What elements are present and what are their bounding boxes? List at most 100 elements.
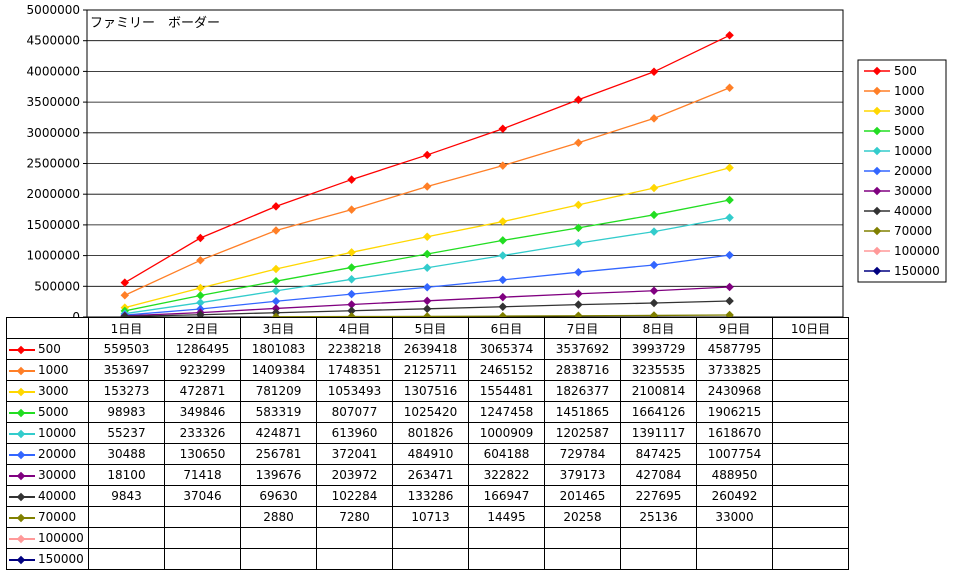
table-cell: 1053493	[316, 380, 393, 402]
table-cell	[468, 548, 545, 570]
y-tick-label: 5000000	[27, 3, 80, 17]
series-key-icon	[9, 471, 35, 480]
data-point-3000	[271, 264, 281, 274]
table-row-header: 20000	[6, 443, 89, 465]
table-row: 30000 18100 71418 139676 203972 263471 322822 3…	[6, 464, 849, 486]
data-point-10000	[196, 298, 205, 307]
series-key-marker	[16, 471, 26, 480]
table-row-header: 1000	[6, 359, 89, 381]
data-point-1000	[422, 182, 432, 191]
table-cell: 322822	[468, 464, 545, 486]
y-tick-label: 0	[72, 310, 80, 318]
table-cell: 583319	[240, 401, 317, 423]
legend-label-500: 500	[894, 64, 917, 78]
data-point-5000	[422, 249, 432, 259]
table-cell: 2465152	[468, 359, 545, 381]
y-tick-label: 500000	[34, 279, 80, 293]
data-point-30000	[271, 304, 281, 313]
table-cell	[88, 527, 165, 549]
table-cell: 102284	[316, 485, 393, 507]
legend: 500 1000 3000 5000 10000 20000 30000 40000 70000…	[857, 59, 947, 283]
data-point-70000	[271, 312, 281, 318]
table-cell: 427084	[620, 464, 697, 486]
data-point-30000	[649, 286, 659, 296]
series-key-marker	[16, 408, 26, 417]
table-cell	[88, 506, 165, 528]
table-cell: 166947	[468, 485, 545, 507]
table-cell	[772, 527, 849, 549]
table-row: 150000	[6, 548, 849, 570]
table-cell: 613960	[316, 422, 393, 444]
table-cell: 1391117	[620, 422, 697, 444]
table-row-header: 70000	[6, 506, 89, 528]
data-point-30000	[498, 292, 508, 302]
data-point-1000	[498, 161, 508, 170]
table-cell: 7280	[316, 506, 393, 528]
data-point-5000	[271, 276, 281, 286]
table-cell	[772, 548, 849, 570]
data-point-40000	[574, 300, 583, 309]
table-row: 3000 153273 472871 781209 1053493 1307516 1554…	[6, 380, 849, 402]
data-point-10000	[422, 263, 432, 273]
data-point-40000	[120, 312, 130, 318]
series-key-marker	[16, 366, 26, 375]
table-cell: 488950	[696, 464, 773, 486]
table-cell: 2639418	[392, 338, 469, 360]
table-cell: 69630	[240, 485, 317, 507]
table-cell	[696, 548, 773, 570]
table-cell: 55237	[88, 422, 165, 444]
table-row-header: 30000	[6, 464, 89, 486]
data-point-3000	[422, 232, 432, 241]
table-cell	[240, 548, 317, 570]
table-row-label: 1000	[38, 363, 69, 377]
table-cell: 2125711	[392, 359, 469, 381]
table-cell: 260492	[696, 485, 773, 507]
table-cell: 349846	[164, 401, 241, 423]
table-cell	[772, 380, 849, 402]
table-row-header: 100000	[6, 527, 89, 549]
table-row-label: 20000	[38, 447, 77, 461]
table-row: 1000 353697 923299 1409384 1748351 2125711 246…	[6, 359, 849, 381]
table-cell	[772, 464, 849, 486]
data-point-5000	[347, 263, 356, 272]
table-cell	[392, 527, 469, 549]
table-cell	[620, 548, 697, 570]
table-row-label: 100000	[38, 531, 84, 545]
legend-label-30000: 30000	[894, 184, 932, 198]
table-cell: 139676	[240, 464, 317, 486]
table-cell	[772, 506, 849, 528]
table-cell: 559503	[88, 338, 165, 360]
table-cell	[468, 527, 545, 549]
table-cell	[696, 527, 773, 549]
category-header: 6日目	[468, 317, 545, 339]
series-key-marker	[16, 555, 26, 564]
table-cell: 2100814	[620, 380, 697, 402]
table-cell: 781209	[240, 380, 317, 402]
table-row-header: 500	[6, 338, 89, 360]
table-cell: 203972	[316, 464, 393, 486]
table-cell: 1618670	[696, 422, 773, 444]
legend-marker-150000	[872, 266, 882, 276]
category-header: 2日目	[164, 317, 241, 339]
category-header: 7日目	[544, 317, 621, 339]
data-point-20000	[574, 267, 583, 277]
table-row-label: 500	[38, 342, 61, 356]
table-header-row: 1日目 2日目 3日目 4日目 5日目 6日目 7日目 8日目 9日目 10日目	[6, 317, 849, 339]
line-chart: 0 500000 1000000 1500000 2000000 2500000 30000…	[27, 3, 947, 318]
table-row-header: 3000	[6, 380, 89, 402]
table-cell: 33000	[696, 506, 773, 528]
y-tick-label: 3000000	[27, 126, 80, 140]
table-cell: 3537692	[544, 338, 621, 360]
data-point-40000	[498, 302, 508, 311]
table-cell: 4587795	[696, 338, 773, 360]
series-key-icon	[9, 513, 35, 522]
table-cell	[164, 548, 241, 570]
table-cell: 424871	[240, 422, 317, 444]
legend-label-100000: 100000	[894, 244, 940, 258]
series-lines	[120, 31, 734, 318]
data-point-30000	[422, 296, 432, 306]
table-cell: 1801083	[240, 338, 317, 360]
y-tick-label: 1500000	[27, 218, 80, 232]
table-cell: 729784	[544, 443, 621, 465]
table-cell	[164, 527, 241, 549]
